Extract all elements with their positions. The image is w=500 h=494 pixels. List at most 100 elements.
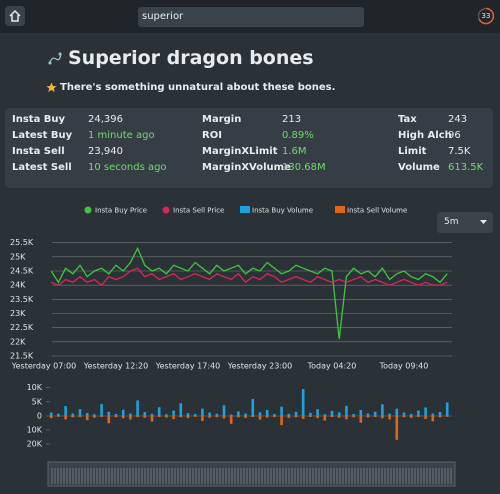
- timeframe-dropdown[interactable]: 5m: [437, 212, 493, 233]
- volume-bar: [71, 416, 75, 418]
- volume-bar: [330, 410, 334, 416]
- stat-value: 23,940: [88, 146, 123, 157]
- volume-bar: [114, 416, 118, 418]
- volume-bar: [258, 412, 262, 416]
- x-tick-label: Today 09:40: [379, 362, 429, 371]
- volume-bar: [280, 416, 283, 426]
- volume-bar: [251, 416, 255, 417]
- stat-value: 10 seconds ago: [88, 162, 167, 173]
- stat-label: Tax: [398, 114, 417, 125]
- volume-bar: [373, 416, 377, 417]
- legend-label: Insta Buy Volume: [252, 207, 313, 215]
- volume-bar: [366, 416, 370, 418]
- volume-bar: [150, 416, 154, 422]
- item-title: Superior dragon bones: [68, 47, 314, 69]
- volume-bar: [424, 407, 427, 416]
- volume-bar: [165, 416, 168, 418]
- item-description: There's something unnatural about these …: [60, 82, 336, 93]
- volume-bar: [208, 416, 211, 418]
- volume-bar: [78, 416, 82, 418]
- volume-bar: [114, 414, 118, 416]
- volume-bar: [85, 412, 89, 416]
- volume-bar: [49, 412, 53, 416]
- volume-bar: [57, 413, 60, 416]
- navigator[interactable]: [47, 461, 456, 487]
- volume-bar: [215, 416, 219, 418]
- volume-bar: [85, 416, 89, 421]
- home-button[interactable]: [5, 6, 25, 26]
- stat-label: Limit: [398, 146, 427, 157]
- volume-bar: [337, 412, 341, 416]
- volume-bar: [193, 414, 197, 416]
- timer-ring: [477, 7, 495, 25]
- volume-bar: [100, 416, 103, 417]
- legend-label: Insta Sell Volume: [347, 207, 407, 215]
- y-tick-label: 22.5K: [10, 323, 34, 332]
- volume-bar: [237, 411, 240, 416]
- volume-bar: [143, 416, 147, 418]
- volume-bar: [337, 416, 341, 418]
- volume-bar: [71, 413, 75, 416]
- volume-bar: [280, 406, 283, 416]
- volume-bar: [445, 416, 449, 417]
- volume-bar: [208, 412, 211, 416]
- volume-bar: [409, 414, 413, 416]
- x-tick-label: Yesterday 12:20: [83, 362, 148, 371]
- stat-value: 213: [282, 114, 302, 125]
- y-tick-label: 5K: [32, 397, 43, 406]
- price-line: [50, 246, 448, 340]
- stat-label: MarginXLimit: [202, 146, 278, 157]
- stat-value: 0.89%: [282, 130, 314, 141]
- volume-bar: [316, 409, 319, 416]
- y-tick-label: 24K: [10, 281, 26, 290]
- volume-bar: [294, 416, 298, 418]
- search-input[interactable]: superior: [138, 7, 364, 27]
- y2-tick-label: 10K: [27, 426, 43, 435]
- y-tick-label: 0: [37, 412, 42, 421]
- home-icon: [9, 9, 21, 22]
- volume-bar: [165, 414, 168, 416]
- volume-bar: [381, 404, 384, 416]
- volume-bar: [100, 404, 103, 416]
- stat-label: High Alch: [398, 130, 452, 141]
- x-tick-label: Today 04:20: [307, 362, 357, 371]
- volume-bar: [57, 416, 60, 417]
- stat-value: 130.68M: [282, 162, 326, 173]
- volume-bar: [172, 410, 175, 416]
- y-tick-label: 25.5K: [10, 238, 34, 247]
- y-tick-label: 24.5K: [10, 267, 34, 276]
- volume-bar: [150, 413, 154, 416]
- volume-bar: [237, 416, 240, 418]
- x-tick-label: Yesterday 07:00: [11, 362, 76, 371]
- volume-bar: [186, 416, 190, 419]
- volume-bar: [352, 416, 355, 418]
- refresh-timer: 33: [481, 12, 491, 20]
- volume-bar: [222, 416, 226, 419]
- volume-bar: [93, 414, 96, 416]
- volume-bar: [359, 410, 363, 416]
- x-tick-label: Yesterday 23:00: [227, 362, 292, 371]
- volume-bar: [136, 400, 139, 416]
- volume-bar: [121, 416, 125, 419]
- price-line: [50, 267, 448, 287]
- volume-bar: [388, 413, 391, 416]
- stat-label: Margin: [202, 114, 242, 125]
- volume-bar: [294, 411, 298, 416]
- volume-bar: [417, 410, 420, 416]
- volume-bar: [157, 416, 161, 417]
- volume-bar: [143, 412, 147, 416]
- stat-label: ROI: [202, 130, 222, 141]
- volume-bar: [265, 410, 269, 416]
- volume-bar: [193, 416, 197, 417]
- volume-bar: [121, 409, 125, 416]
- volume-bar: [179, 416, 183, 418]
- volume-bar: [330, 416, 334, 418]
- volume-bar: [258, 416, 262, 420]
- legend-label: Insta Buy Price: [95, 207, 147, 215]
- volume-bar: [395, 408, 399, 416]
- volume-bar: [172, 416, 175, 420]
- volume-bar: [129, 416, 132, 420]
- legend-swatch: [240, 206, 250, 213]
- stat-label: Latest Buy: [12, 130, 73, 141]
